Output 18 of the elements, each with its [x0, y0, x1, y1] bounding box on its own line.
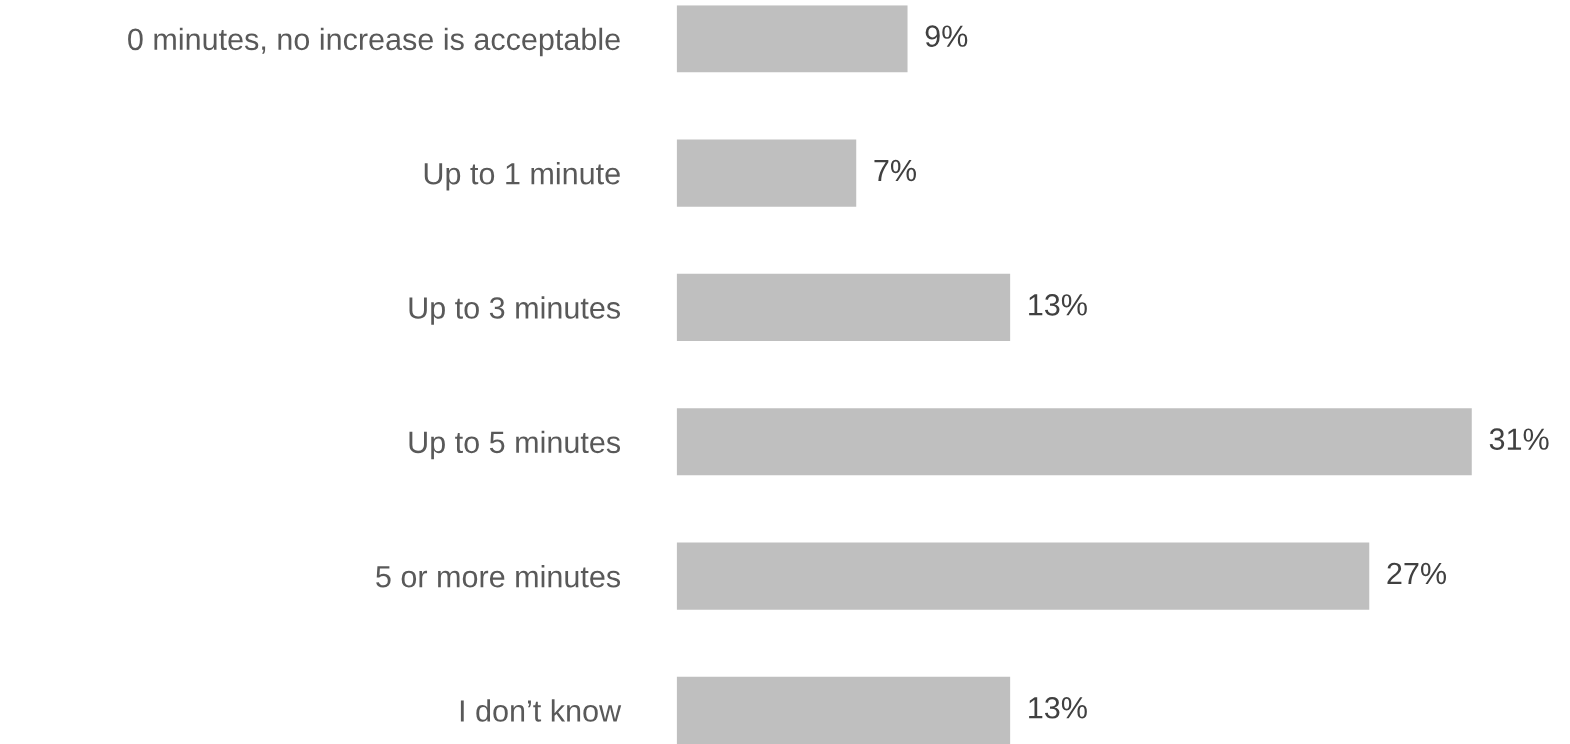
bar: [676, 676, 1011, 744]
bar: [676, 5, 908, 73]
data-label: 9%: [925, 25, 968, 47]
y-tick-label: 5 or more minutes: [376, 565, 621, 588]
bar: [676, 273, 1011, 342]
bar: [676, 542, 1370, 610]
data-label: 31%: [1489, 428, 1549, 450]
bar: [676, 139, 857, 207]
data-label: 7%: [874, 159, 916, 182]
data-label: 13%: [1029, 294, 1087, 316]
y-tick-label: Up to 3 minutes: [409, 296, 621, 325]
y-tick-label: Up to 5 minutes: [409, 430, 621, 460]
data-label: 13%: [1029, 696, 1087, 719]
y-tick-label: I don’t know: [460, 699, 622, 722]
bar: [676, 408, 1472, 476]
y-tick-label: Up to 1 minute: [424, 162, 620, 191]
data-label: 27%: [1387, 562, 1446, 585]
y-tick-label: 0 minutes, no increase is acceptable: [128, 27, 620, 57]
